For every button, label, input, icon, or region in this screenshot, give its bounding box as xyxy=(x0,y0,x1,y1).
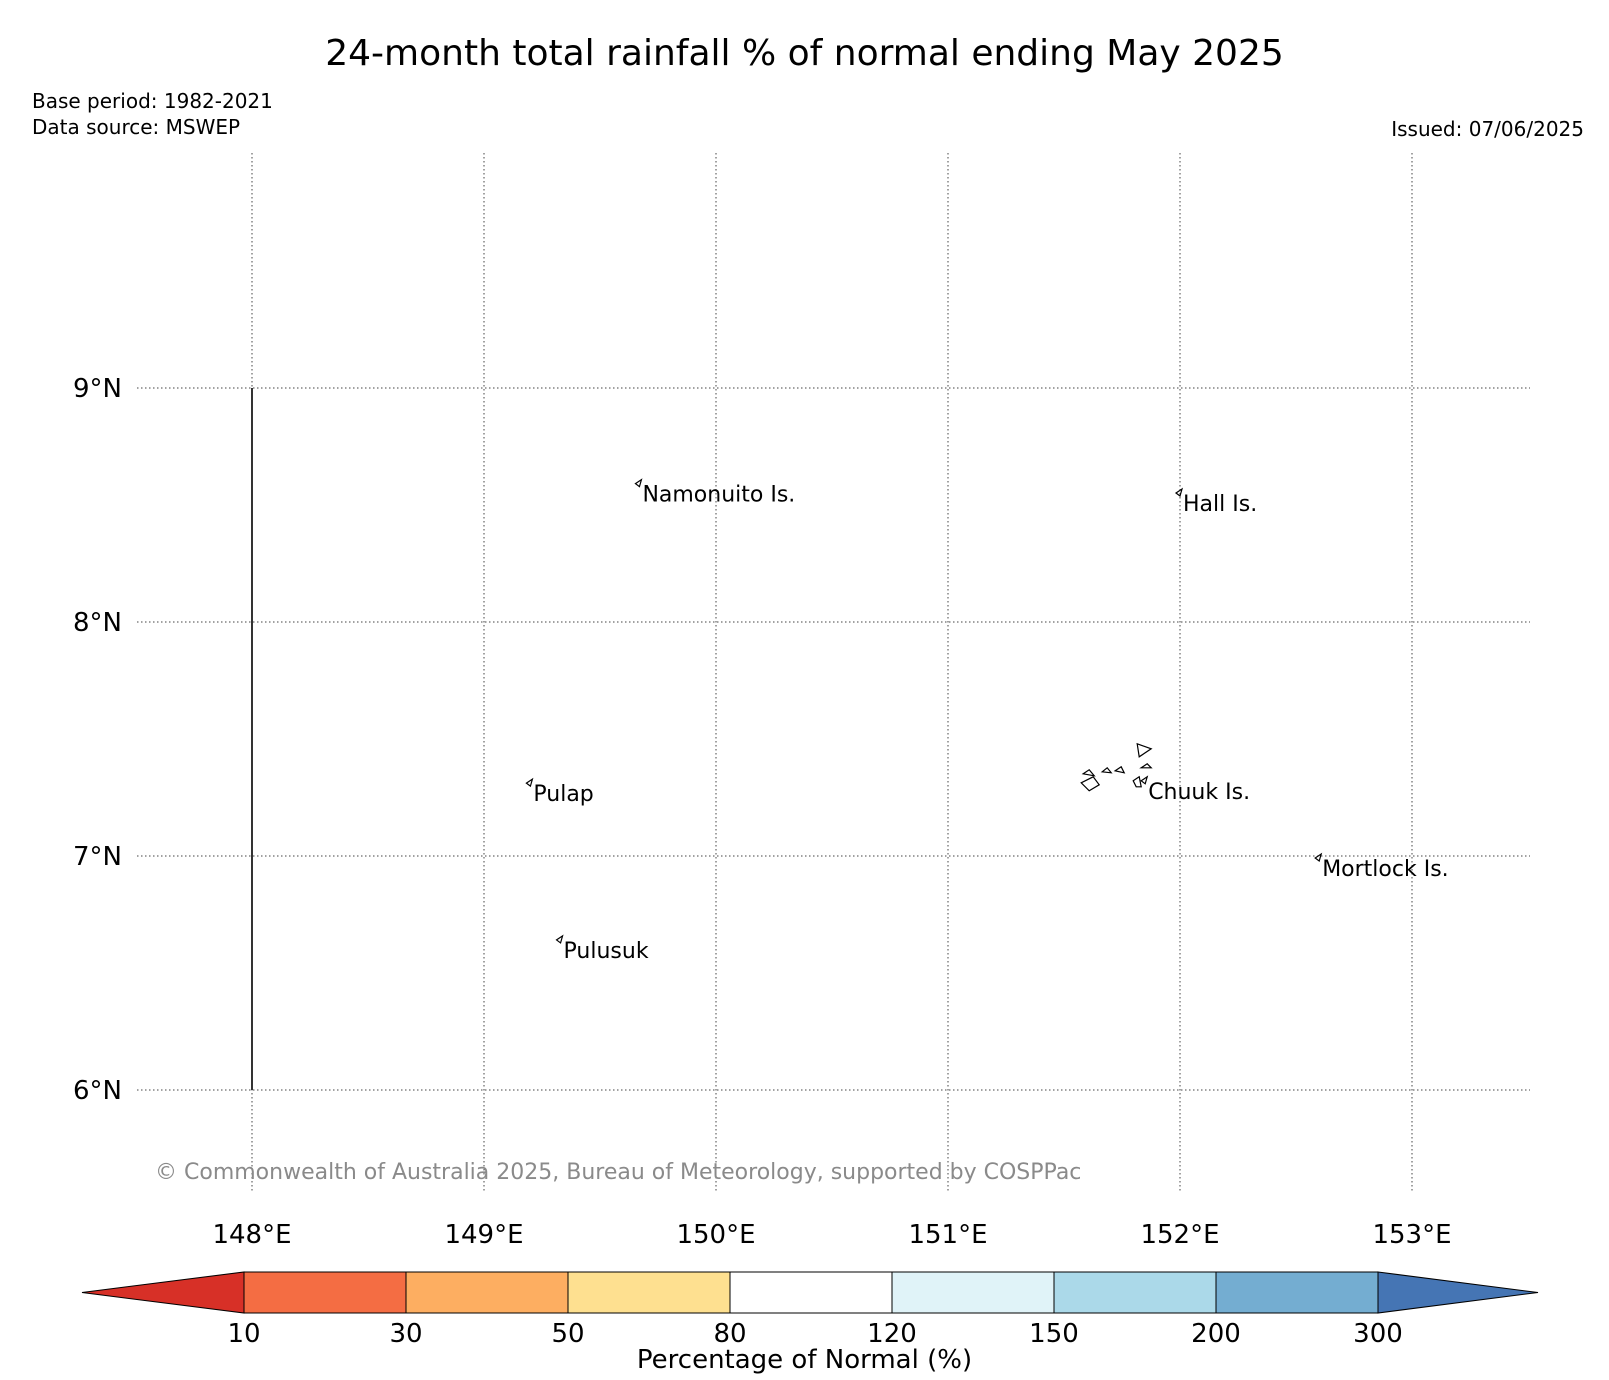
islet-shape xyxy=(1080,776,1101,792)
colorbar-segment xyxy=(891,1271,1055,1314)
colorbar-tick-label: 50 xyxy=(551,1319,584,1349)
latitude-tick-label: 8°N xyxy=(73,608,122,638)
map-title: 24-month total rainfall % of normal endi… xyxy=(325,33,1284,74)
island-shape xyxy=(1314,852,1323,863)
colorbar-segment xyxy=(405,1271,569,1314)
island-group: Namonuito Is. Hall Is. Pulap Chuuk Is. Mortl… xyxy=(525,478,1449,964)
islet-shape xyxy=(1136,742,1153,758)
islet-shape xyxy=(1139,763,1153,769)
colorbar-tick-label: 200 xyxy=(1191,1319,1241,1349)
base-period-text: Base period: 1982-2021 xyxy=(32,89,273,113)
islet-shape xyxy=(1113,765,1126,774)
colorbar-over-triangle xyxy=(1377,1271,1539,1314)
island-shape xyxy=(525,777,534,788)
latitude-tick-label: 9°N xyxy=(73,374,122,404)
island-label: Namonuito Is. xyxy=(642,483,795,508)
island-shape xyxy=(555,934,564,944)
longitude-tick-label: 148°E xyxy=(212,1220,291,1250)
longitude-axis: 148°E 149°E 150°E 151°E 152°E 153°E xyxy=(212,1220,1451,1250)
islet-shape xyxy=(1132,775,1142,788)
longitude-tick-label: 153°E xyxy=(1372,1220,1451,1250)
colorbar: 10 30 50 80 120 150 200 300 xyxy=(81,1271,1539,1349)
colorbar-tick-label: 300 xyxy=(1353,1319,1403,1349)
island-label: Hall Is. xyxy=(1183,492,1257,517)
colorbar-segment xyxy=(729,1271,893,1314)
island-label: Mortlock Is. xyxy=(1322,857,1448,882)
latitude-tick-label: 6°N xyxy=(73,1076,122,1106)
copyright-notice: © Commonwealth of Australia 2025, Bureau… xyxy=(155,1160,1082,1185)
colorbar-tick-label: 80 xyxy=(713,1319,746,1349)
island-label: Chuuk Is. xyxy=(1148,780,1250,805)
island-shape xyxy=(1174,487,1184,497)
colorbar-segment xyxy=(243,1271,407,1314)
island-label: Pulusuk xyxy=(564,939,649,964)
island-shape xyxy=(634,478,643,488)
issued-date-text: Issued: 07/06/2025 xyxy=(1391,117,1584,141)
islet-shape xyxy=(1100,766,1113,774)
longitude-tick-label: 149°E xyxy=(444,1220,523,1250)
colorbar-segment xyxy=(1053,1271,1217,1314)
longitude-tick-label: 152°E xyxy=(1140,1220,1219,1250)
colorbar-tick-label: 150 xyxy=(1029,1319,1079,1349)
data-source-text: Data source: MSWEP xyxy=(32,115,241,139)
colorbar-tick-label: 120 xyxy=(867,1319,917,1349)
colorbar-tick-label: 30 xyxy=(389,1319,422,1349)
island-shape xyxy=(1140,775,1149,785)
colorbar-under-triangle xyxy=(81,1271,245,1314)
islet-shape xyxy=(1081,769,1096,777)
gridlines xyxy=(137,153,1530,1192)
colorbar-label: Percentage of Normal (%) xyxy=(636,1345,973,1375)
longitude-tick-label: 151°E xyxy=(908,1220,987,1250)
island-label: Pulap xyxy=(533,782,593,807)
colorbar-tick-label: 10 xyxy=(227,1319,260,1349)
longitude-tick-label: 150°E xyxy=(676,1220,755,1250)
latitude-tick-label: 7°N xyxy=(73,842,122,872)
colorbar-segment xyxy=(1215,1271,1379,1314)
colorbar-segment xyxy=(567,1271,731,1314)
latitude-axis: 6°N 7°N 8°N 9°N xyxy=(73,374,122,1106)
